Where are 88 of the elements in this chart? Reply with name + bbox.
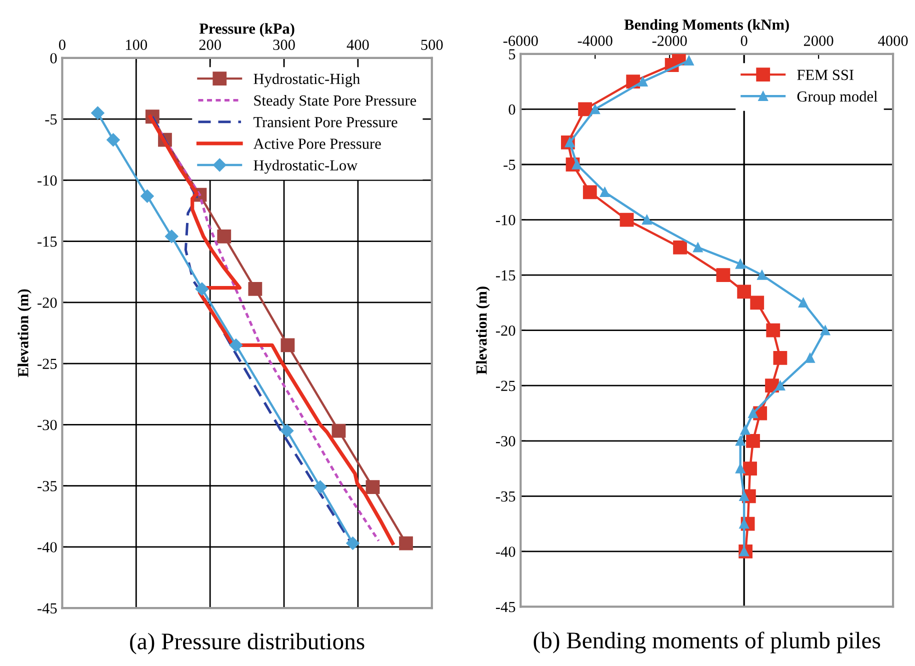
y-tick-label: -5 [45, 114, 57, 125]
x-tick-label: 200 [199, 40, 221, 50]
point [620, 212, 634, 227]
point [740, 424, 750, 435]
y-tick-label: -15 [496, 270, 516, 281]
y-tick-label: -10 [496, 214, 516, 226]
point [743, 462, 757, 476]
x-tick-label: 400 [346, 40, 369, 50]
legend-label: Hydrostatic-High [254, 73, 360, 88]
point [366, 480, 380, 494]
point [248, 282, 262, 296]
point [805, 353, 815, 363]
point [735, 436, 746, 446]
y-tick-label: 5 [509, 49, 516, 60]
point [91, 106, 104, 120]
y-tick-label: -30 [38, 420, 57, 430]
y-tick-label: -20 [496, 325, 516, 336]
y-tick-label: -10 [38, 175, 57, 186]
point [757, 270, 767, 280]
x-tick-label: 2000 [804, 36, 834, 46]
legend-label: Steady State Pore Pressure [254, 94, 416, 109]
point [716, 268, 730, 282]
y-tick-label: -20 [38, 298, 57, 308]
y-tick-label: -40 [496, 546, 516, 557]
point [798, 298, 808, 308]
point [229, 338, 243, 352]
x-tick-label: 500 [421, 40, 443, 50]
point [684, 56, 694, 66]
point [140, 189, 154, 203]
x-tick-label: 100 [126, 40, 148, 50]
legend-label: FEM SSI [797, 70, 854, 80]
x-tick-label: -4000 [578, 36, 612, 46]
legend-label: Group model [797, 90, 878, 105]
x-tick-label: -2000 [652, 36, 687, 46]
point [106, 133, 120, 146]
y-tick-label: -25 [496, 380, 516, 392]
point [746, 434, 760, 448]
y-axis-title: Elevation (m) [18, 289, 32, 378]
point [314, 480, 327, 494]
point [600, 187, 610, 198]
point [578, 102, 592, 116]
point [638, 76, 648, 86]
legend-label: Active Pore Pressure [253, 138, 381, 149]
y-tick-label: -25 [38, 358, 57, 370]
point [332, 424, 346, 438]
point [582, 185, 597, 200]
point [673, 240, 687, 254]
point [165, 230, 178, 244]
text: (b) Bending moments of plumb piles [534, 632, 880, 654]
y-tick-label: -40 [38, 542, 57, 552]
point [773, 351, 788, 365]
point [766, 323, 780, 338]
y-tick-label: -35 [496, 491, 516, 502]
y-axis-title: Elevation (m) [476, 286, 490, 374]
y-tick-label: -15 [38, 236, 57, 247]
legend-label: Hydrostatic-Low [254, 160, 358, 174]
x-tick-label: 0 [58, 40, 66, 50]
y-tick-label: -5 [504, 160, 516, 170]
point [748, 408, 758, 418]
point [217, 229, 232, 244]
point [693, 242, 703, 252]
point [280, 424, 294, 438]
y-tick-label: -30 [496, 436, 516, 446]
point [280, 338, 295, 352]
y-tick-label: 0 [508, 104, 516, 115]
point [195, 282, 209, 296]
point [590, 104, 600, 114]
y-tick-label: 0 [50, 53, 57, 64]
x-axis-title: Pressure (kPa) [199, 23, 294, 37]
x-tick-label: 300 [273, 40, 295, 50]
point [642, 214, 652, 225]
x-axis-title: Bending Moments (kNm) [624, 19, 789, 34]
point [820, 325, 830, 336]
point [750, 296, 764, 310]
point [775, 380, 786, 390]
y-tick-label: -45 [38, 603, 57, 614]
point [735, 259, 746, 269]
point [737, 284, 752, 299]
x-tick-label: 0 [740, 36, 748, 46]
point [346, 536, 360, 550]
x-tick-label: 4000 [878, 36, 908, 46]
point [735, 464, 746, 474]
point [399, 536, 413, 550]
y-tick-label: -35 [38, 480, 57, 492]
y-tick-label: -45 [496, 602, 516, 612]
x-tick-label: -6000 [503, 36, 538, 46]
text: (a) Pressure distributions [130, 632, 364, 654]
legend-label: Transient Pore Pressure [254, 117, 398, 128]
